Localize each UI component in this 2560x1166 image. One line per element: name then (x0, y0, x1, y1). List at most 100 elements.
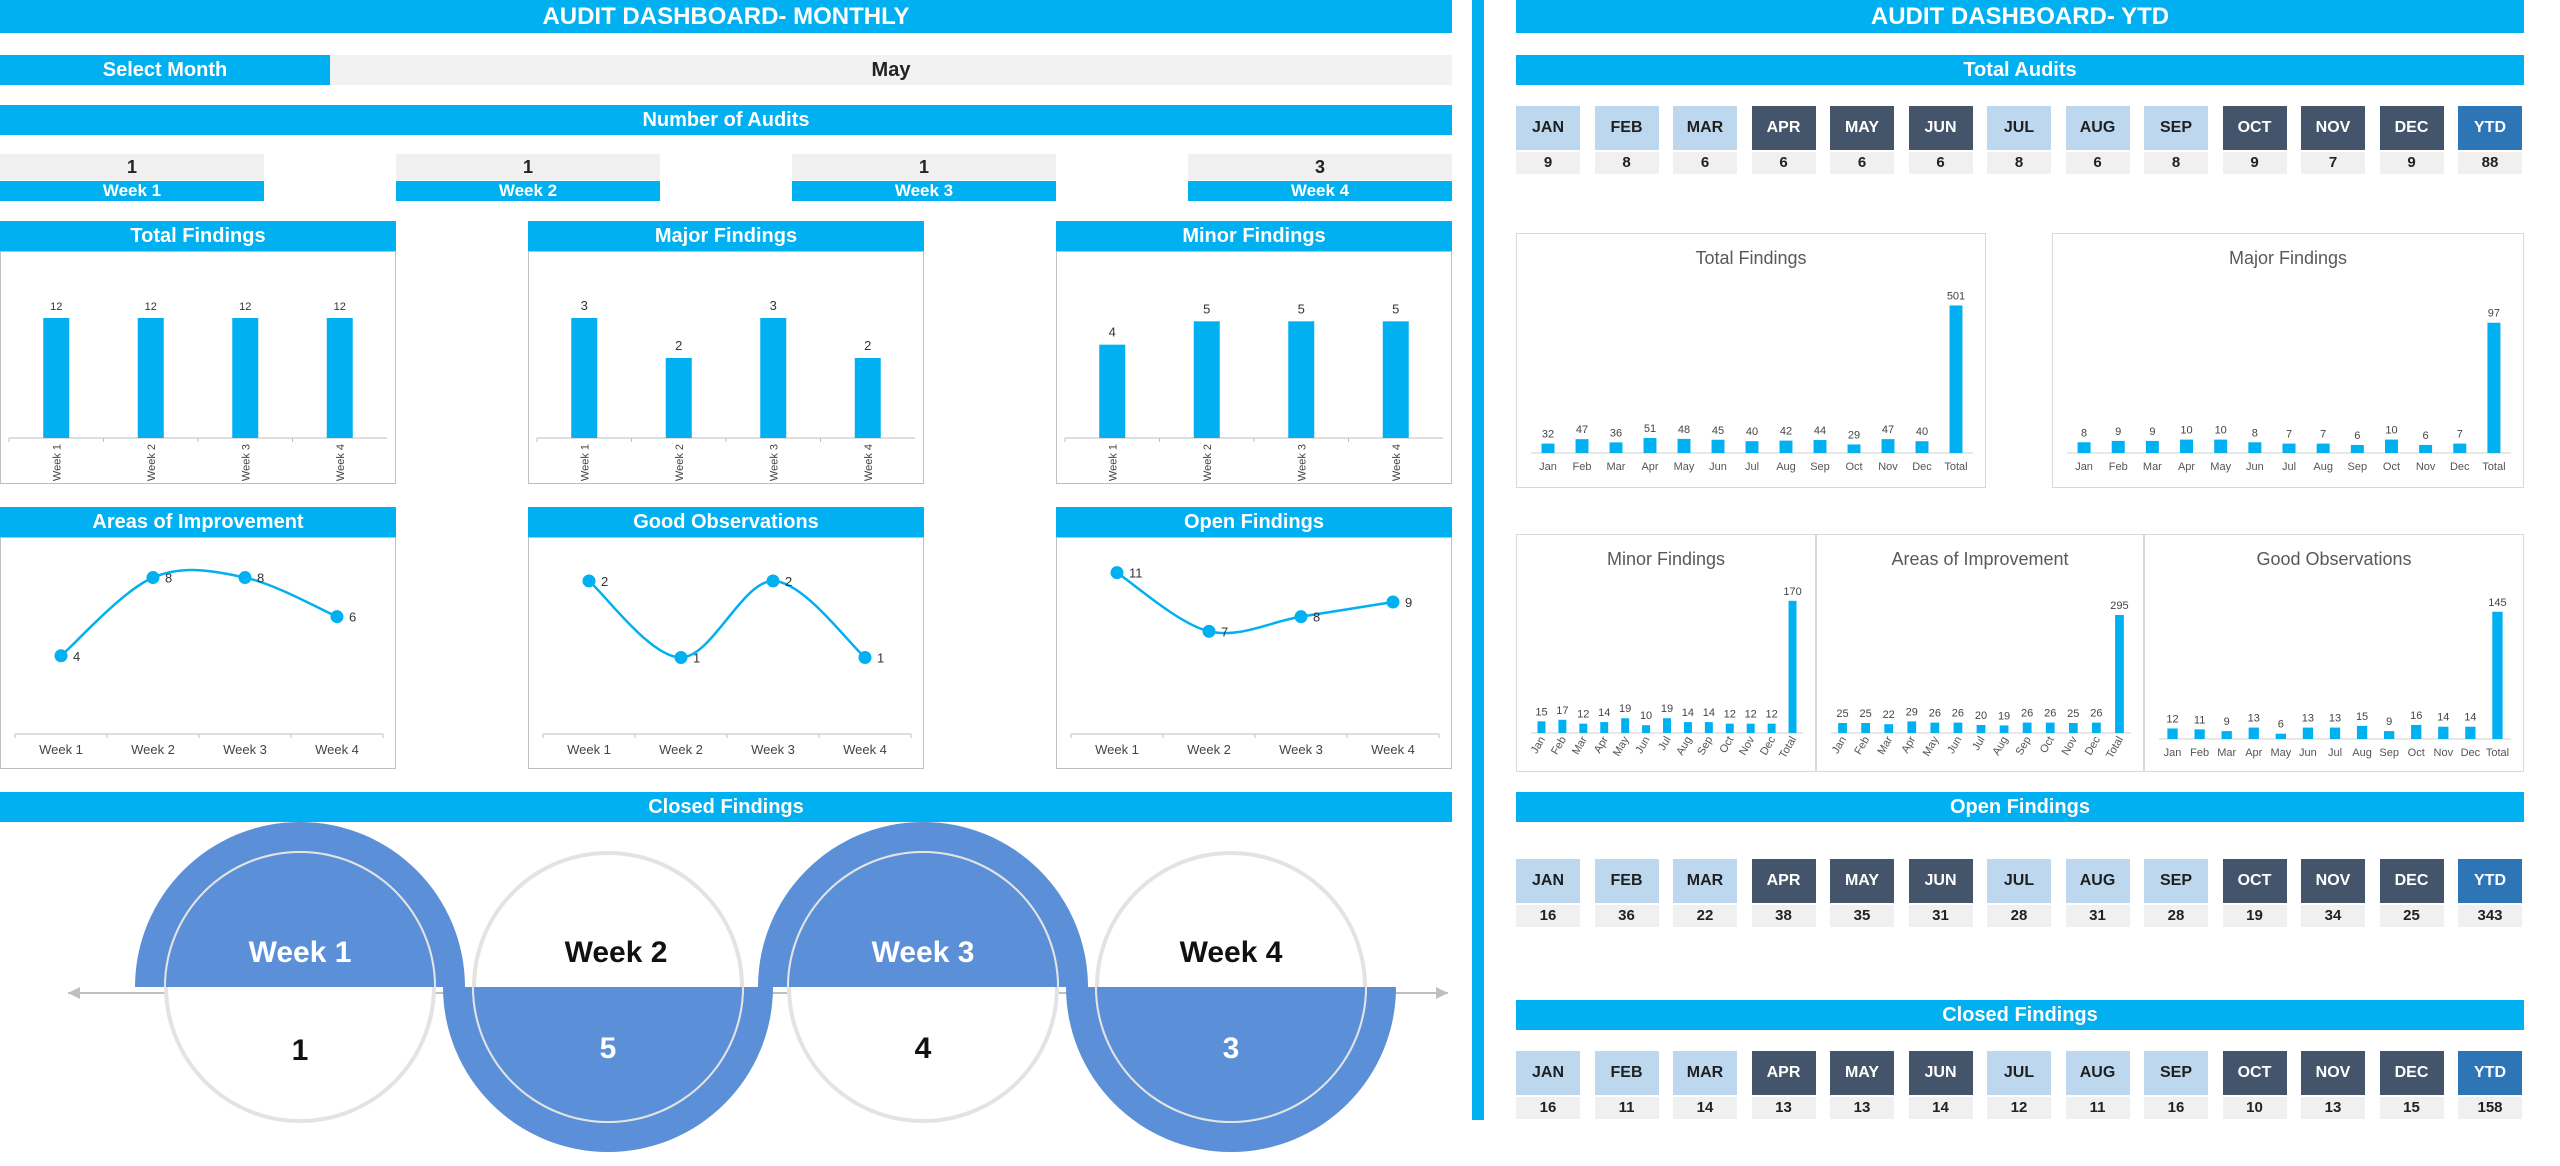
total-findings-header: Total Findings (0, 221, 396, 251)
month-tile-may: MAY (1830, 106, 1894, 150)
bar (1746, 723, 1755, 733)
tick-label: Jun (2299, 747, 2317, 759)
data-label: 12 (50, 301, 62, 313)
bar (2092, 722, 2101, 733)
bar (2145, 440, 2159, 453)
bar (1621, 718, 1630, 733)
bar (1725, 723, 1734, 733)
month-tile-jun: JUN (1908, 859, 1973, 903)
tick-label: Feb (2109, 461, 2128, 473)
open-findings-chart: 11 Week 1 7 Week 2 8 Week 3 9 Week 4 (1070, 566, 1440, 757)
audits-week2-value: 1 (396, 154, 660, 180)
data-label: 25 (1836, 708, 1848, 720)
month-value-ytd: 343 (2458, 905, 2522, 927)
data-label: 29 (1906, 706, 1918, 718)
week2-bottom (474, 987, 742, 1121)
month-value-may: 35 (1830, 905, 1894, 927)
month-value-apr: 6 (1751, 152, 1816, 174)
tick-label: Week 2 (674, 444, 686, 481)
bar (2167, 728, 2178, 739)
data-label: 14 (1682, 707, 1694, 719)
data-label: 12 (239, 301, 251, 313)
bar (1847, 444, 1861, 453)
data-label: 12 (1765, 709, 1777, 721)
tick-label: Jul (1970, 735, 1987, 753)
data-label: 4 (73, 649, 80, 664)
tick-label: Jan (1830, 735, 1849, 756)
data-point (1294, 610, 1308, 624)
tick-label: Week 4 (315, 742, 359, 757)
data-label: 9 (2386, 716, 2392, 728)
tick-label: Total (1944, 461, 1967, 473)
month-value-jan: 16 (1516, 905, 1580, 927)
open-findings-header: Open Findings (1056, 507, 1452, 537)
month-select[interactable]: May (330, 55, 1452, 85)
data-label: 12 (334, 301, 346, 313)
data-label: 4 (1109, 325, 1116, 340)
bar (2022, 722, 2032, 733)
bar (2453, 443, 2467, 453)
month-value-ytd: 158 (2458, 1097, 2522, 1119)
data-label: 26 (2044, 708, 2056, 720)
data-point (330, 610, 344, 624)
tick-label: Jun (2246, 461, 2264, 473)
bar (571, 318, 598, 438)
audits-week3-value: 1 (792, 154, 1056, 180)
bar (1915, 441, 1929, 453)
month-value-dec: 9 (2379, 152, 2444, 174)
bar (1861, 723, 1870, 733)
data-point (674, 650, 688, 664)
bar (2045, 722, 2055, 733)
ytd-minor-findings-title: Minor Findings (1606, 549, 1726, 569)
data-label: 7 (2286, 429, 2292, 441)
data-label: 14 (1598, 707, 1610, 719)
data-point (1386, 595, 1400, 609)
data-label: 8 (1313, 610, 1320, 625)
bar (1382, 321, 1409, 438)
data-point (582, 574, 596, 588)
month-tile-jan: JAN (1516, 859, 1580, 903)
tick-label: Aug (1776, 461, 1796, 473)
tick-label: Sep (1695, 735, 1715, 758)
bar (1663, 718, 1671, 733)
tick-label: Oct (1717, 735, 1736, 756)
bar (2275, 733, 2286, 739)
data-label: 51 (1644, 423, 1656, 435)
data-label: 9 (2224, 716, 2230, 728)
tick-label: Apr (1641, 461, 1658, 473)
month-tile-apr: APR (1751, 859, 1816, 903)
month-value-aug: 6 (2065, 152, 2130, 174)
month-value-apr: 38 (1751, 905, 1816, 927)
bar (2115, 615, 2124, 733)
tick-label: Aug (2313, 461, 2333, 473)
tick-label: Week 3 (1279, 742, 1323, 757)
data-label: 5 (1392, 301, 1399, 316)
bar (1642, 725, 1651, 733)
ytd-title: AUDIT DASHBOARD- YTD (1516, 0, 2524, 33)
month-tile-apr: APR (1751, 106, 1816, 150)
bar (1193, 321, 1220, 438)
month-value-nov: 34 (2301, 905, 2365, 927)
total-findings-chart: 12 Week 1 12 Week 2 12 Week 3 12 Week 4 (8, 301, 387, 481)
bar (1600, 722, 1609, 733)
tick-label: May (2270, 747, 2291, 759)
month-value-oct: 19 (2222, 905, 2287, 927)
data-label: 8 (257, 571, 264, 586)
data-label: 26 (1952, 708, 1964, 720)
data-label: 14 (1703, 707, 1715, 719)
bar (2384, 731, 2395, 739)
month-value-feb: 36 (1594, 905, 1659, 927)
bar (2356, 725, 2368, 739)
ytd-total-findings-chart: 32 Jan 47 Feb 36 Mar 51 Apr 48 May 45 Jun 40 Jul 42 Aug… (1531, 290, 1973, 473)
week1-label: Week 1 (249, 936, 352, 969)
tick-label: Apr (1592, 734, 1611, 755)
ytd-major-findings-chart: 8 Jan 9 Feb 9 Mar 10 Apr 10 May 8 Jun 7 Jul 7 Aug 6 Sep 10… (2067, 308, 2511, 473)
tick-label: Mar (1570, 734, 1590, 757)
month-tile-may: MAY (1830, 859, 1894, 903)
bar (2214, 439, 2228, 453)
bar (854, 358, 881, 438)
bar (2350, 444, 2364, 453)
tick-label: Jul (1656, 735, 1673, 753)
data-label: 10 (2180, 425, 2192, 437)
data-label: 97 (2488, 308, 2500, 320)
